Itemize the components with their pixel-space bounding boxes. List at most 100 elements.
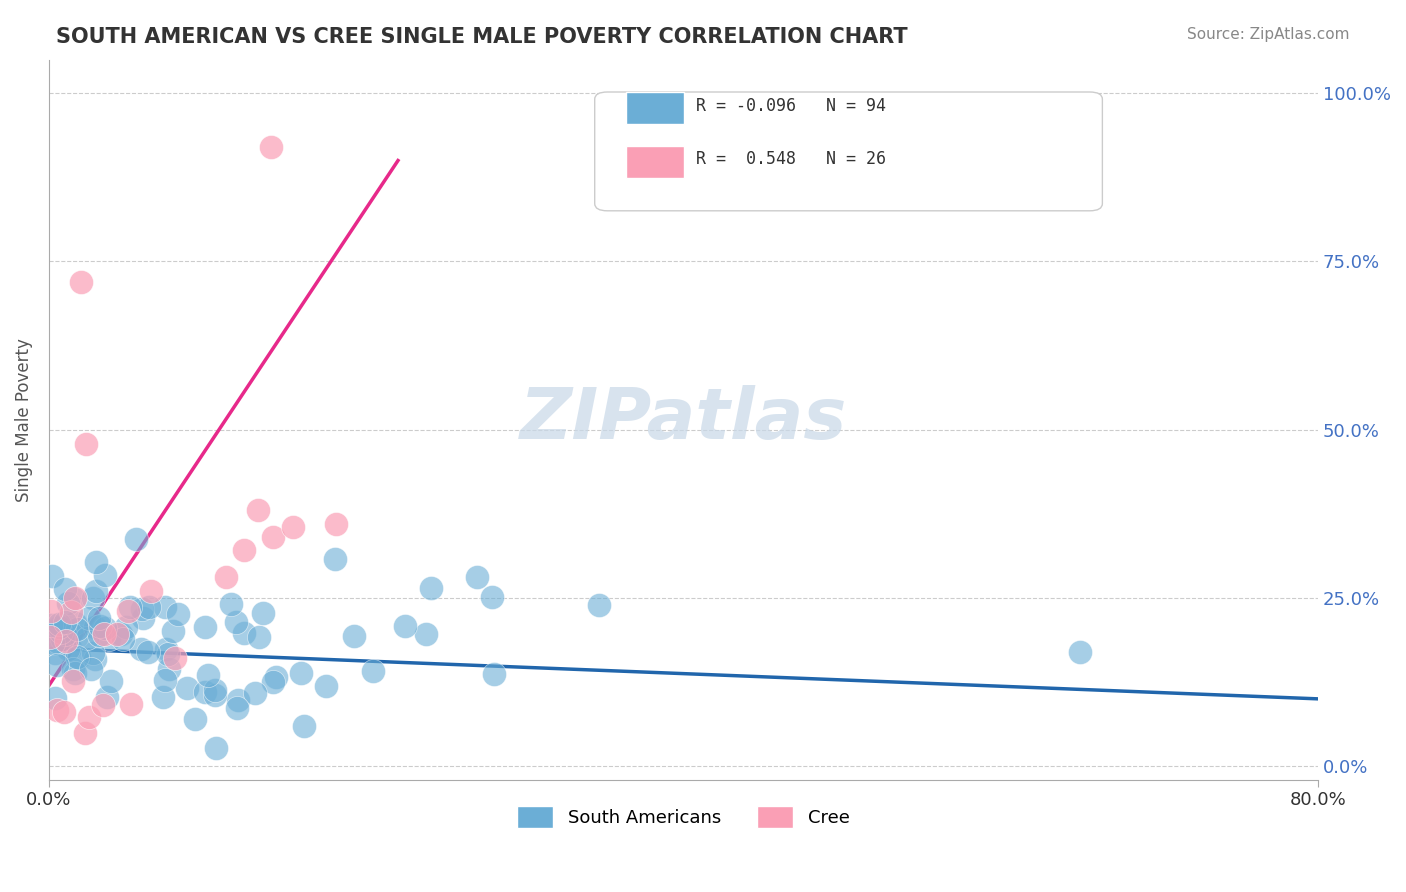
Point — [93, 627, 115, 641]
Point — [110, 627, 132, 641]
Point — [262, 530, 284, 544]
Point — [204, 689, 226, 703]
Point — [325, 516, 347, 531]
Point — [100, 673, 122, 688]
Point — [315, 679, 337, 693]
Point — [53, 615, 76, 629]
Point — [97, 632, 120, 647]
Point — [162, 624, 184, 638]
Point — [41, 568, 63, 582]
Point — [63, 592, 86, 607]
Point — [55, 634, 77, 648]
Point — [91, 698, 114, 712]
Point — [129, 641, 152, 656]
Point — [247, 630, 270, 644]
Point — [157, 662, 180, 676]
Point — [39, 618, 62, 632]
Point — [60, 605, 83, 619]
Point — [48, 619, 70, 633]
Point — [59, 641, 82, 656]
Point — [228, 692, 250, 706]
Point — [155, 642, 177, 657]
Point — [323, 551, 346, 566]
Text: Source: ZipAtlas.com: Source: ZipAtlas.com — [1187, 27, 1350, 42]
Point — [281, 520, 304, 534]
Point — [62, 674, 84, 689]
Point — [131, 601, 153, 615]
Point — [75, 437, 97, 451]
Legend: South Americans, Cree: South Americans, Cree — [510, 799, 856, 836]
Point — [132, 611, 155, 625]
Point — [82, 646, 104, 660]
Point — [120, 599, 142, 614]
Point — [415, 627, 437, 641]
Point — [139, 584, 162, 599]
Point — [205, 740, 228, 755]
Bar — [627, 146, 683, 178]
Point — [105, 626, 128, 640]
FancyBboxPatch shape — [595, 92, 1102, 211]
Point — [138, 600, 160, 615]
Point — [176, 681, 198, 695]
Point — [44, 691, 66, 706]
Point — [94, 568, 117, 582]
Point — [96, 690, 118, 704]
Point — [75, 725, 97, 739]
Point — [87, 611, 110, 625]
Point — [153, 599, 176, 614]
Point — [53, 705, 76, 719]
Y-axis label: Single Male Poverty: Single Male Poverty — [15, 338, 32, 501]
Point — [45, 624, 67, 639]
Point — [86, 584, 108, 599]
Point — [58, 596, 80, 610]
Point — [67, 649, 90, 664]
Text: R =  0.548   N = 26: R = 0.548 N = 26 — [696, 150, 886, 168]
Point — [194, 684, 217, 698]
Text: ZIPatlas: ZIPatlas — [520, 385, 848, 454]
Point — [48, 616, 70, 631]
Point — [233, 625, 256, 640]
Point — [194, 620, 217, 634]
Point — [290, 666, 312, 681]
Point — [394, 619, 416, 633]
Point — [225, 701, 247, 715]
Point — [63, 616, 86, 631]
Point — [45, 703, 67, 717]
Point — [80, 662, 103, 676]
Point — [69, 275, 91, 289]
Point — [1069, 645, 1091, 659]
Point — [262, 674, 284, 689]
Point — [156, 647, 179, 661]
Point — [252, 606, 274, 620]
Point — [153, 673, 176, 687]
Text: SOUTH AMERICAN VS CREE SINGLE MALE POVERTY CORRELATION CHART: SOUTH AMERICAN VS CREE SINGLE MALE POVER… — [56, 27, 908, 46]
Point — [84, 555, 107, 569]
Point — [89, 618, 111, 632]
Point — [184, 712, 207, 726]
Point — [94, 620, 117, 634]
Point — [588, 598, 610, 612]
Point — [136, 645, 159, 659]
Point — [39, 630, 62, 644]
Point — [120, 698, 142, 712]
Point — [56, 642, 79, 657]
Point — [63, 666, 86, 681]
Point — [55, 626, 77, 640]
Bar — [627, 92, 683, 124]
Point — [247, 503, 270, 517]
Point — [482, 667, 505, 681]
Point — [66, 622, 89, 636]
Point — [115, 619, 138, 633]
Point — [214, 570, 236, 584]
Point — [111, 632, 134, 647]
Point — [117, 604, 139, 618]
Point — [51, 632, 73, 646]
Point — [77, 611, 100, 625]
Point — [225, 615, 247, 629]
Point — [77, 710, 100, 724]
Point — [163, 650, 186, 665]
Point — [53, 582, 76, 597]
Point — [62, 662, 84, 676]
Point — [66, 629, 89, 643]
Point — [243, 686, 266, 700]
